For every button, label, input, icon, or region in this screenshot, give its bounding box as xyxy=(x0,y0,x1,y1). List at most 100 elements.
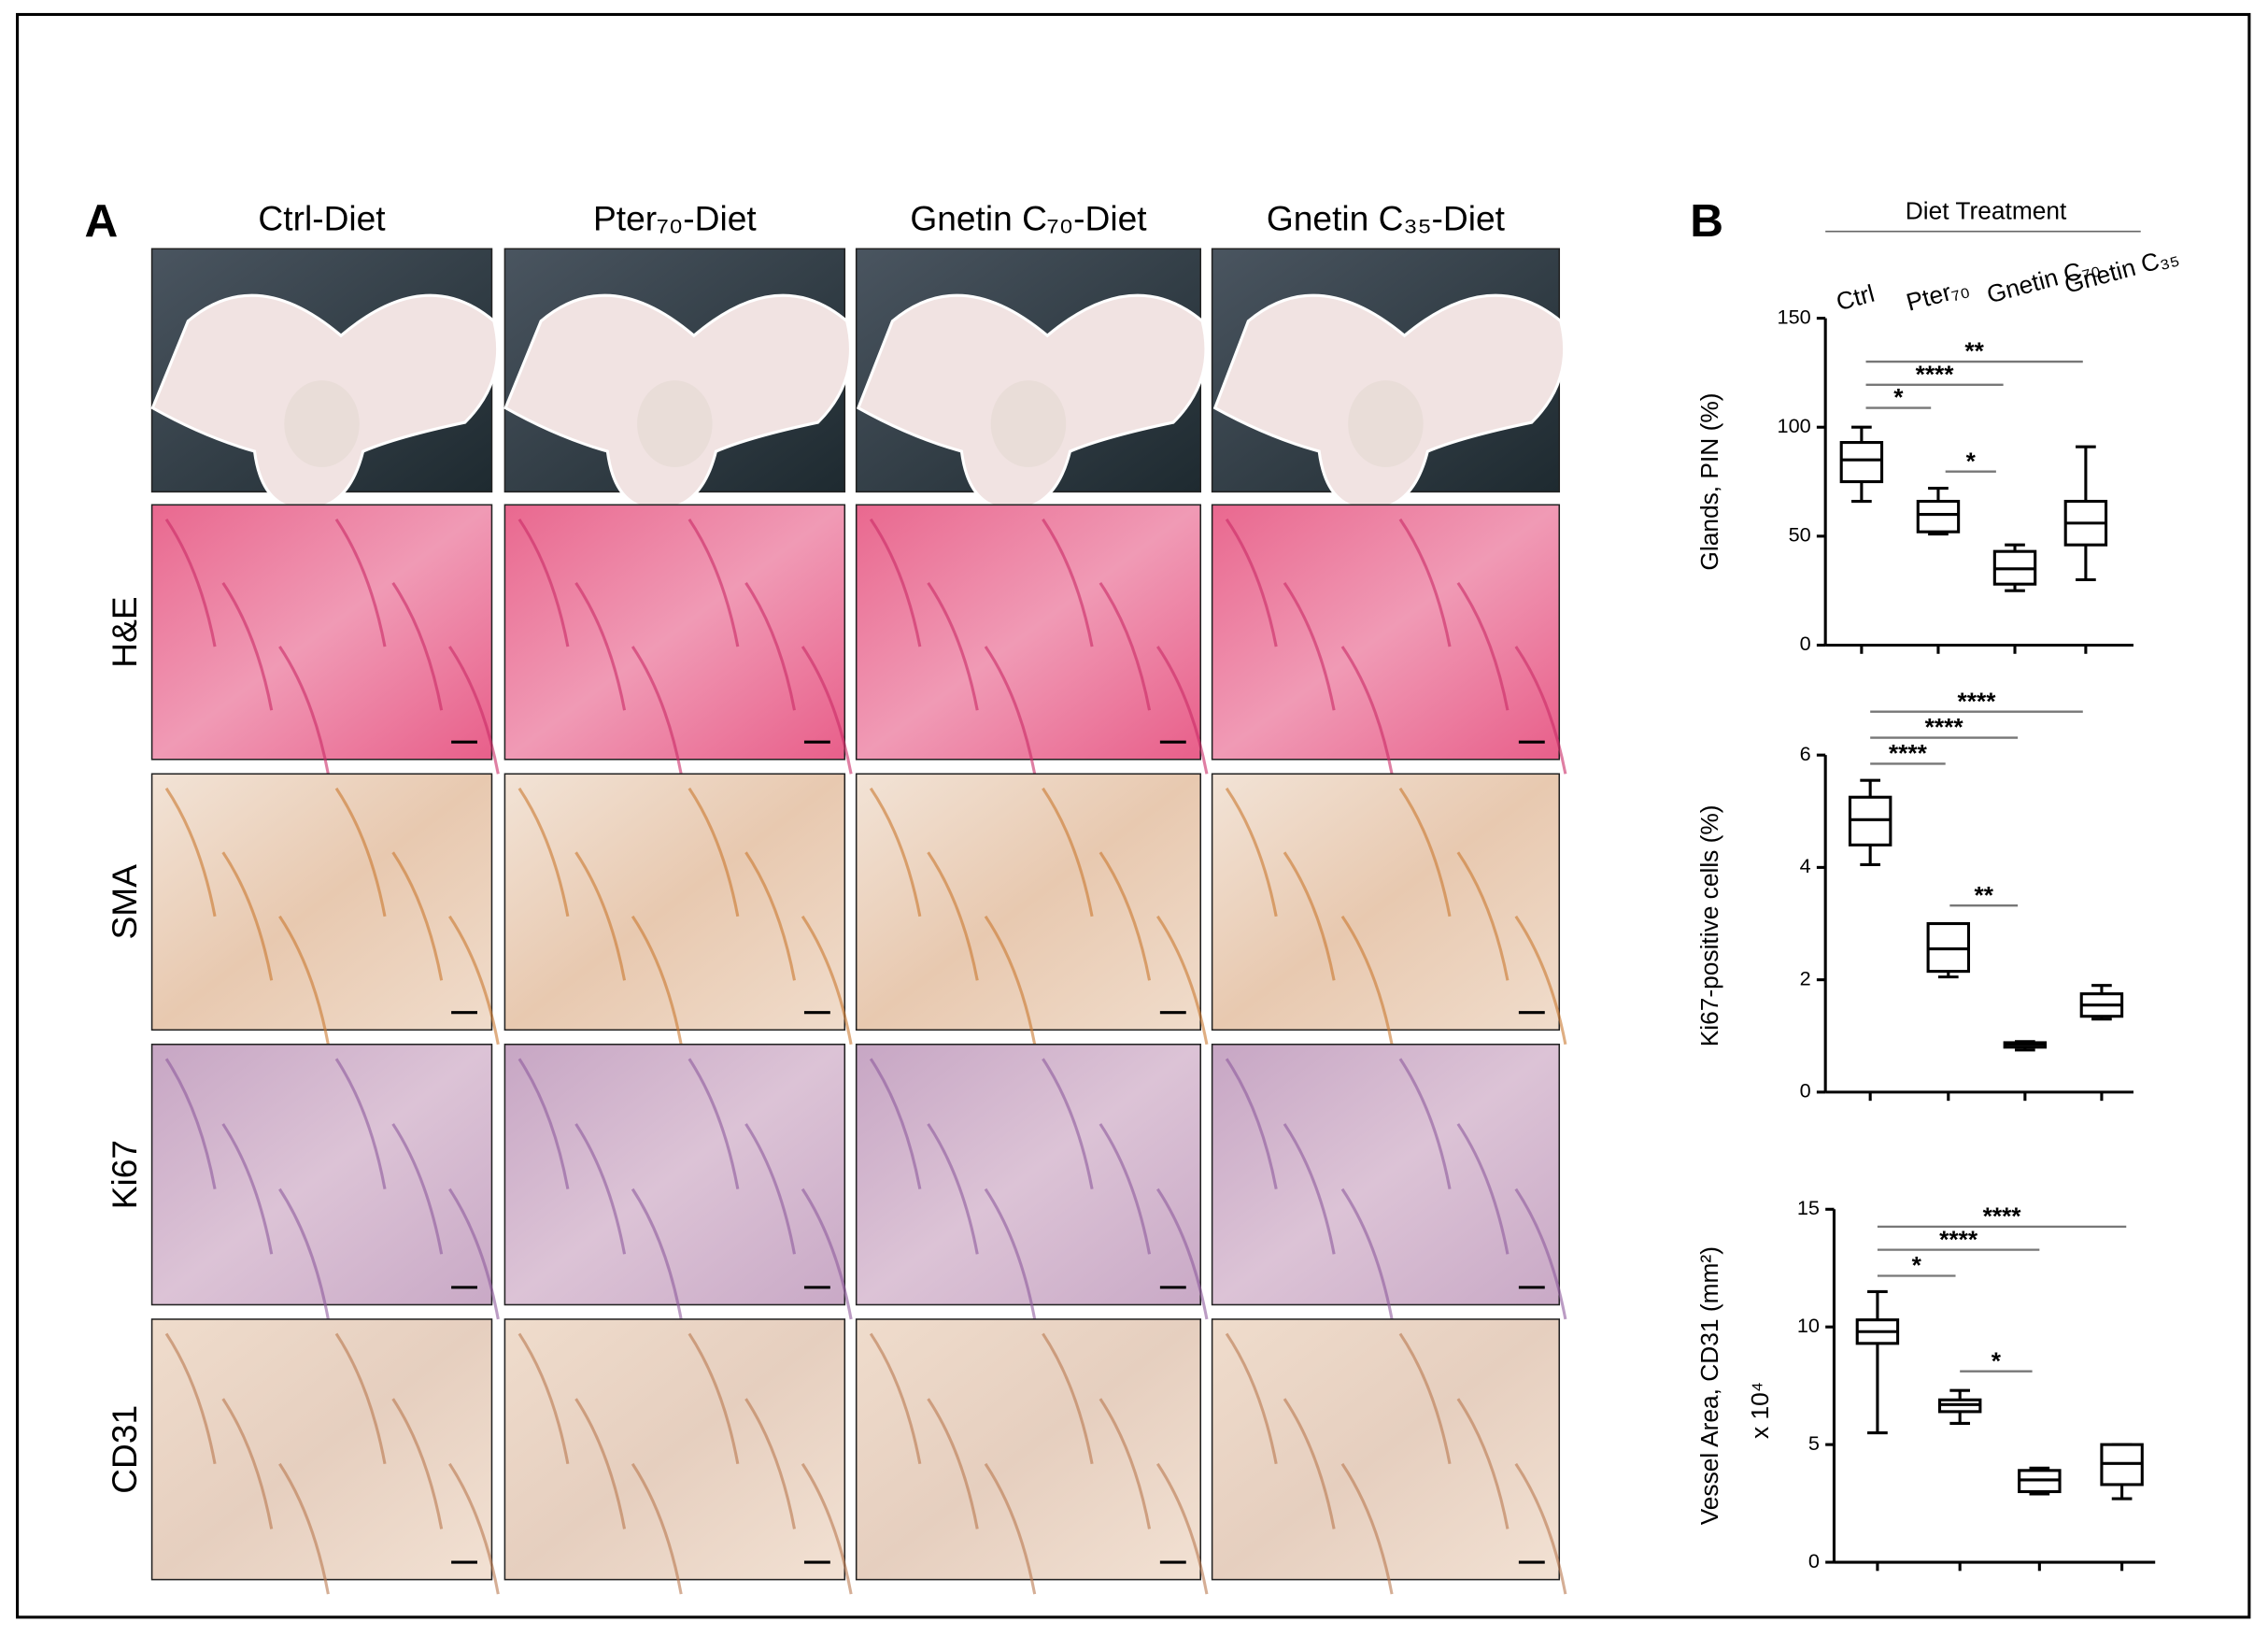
micrograph xyxy=(503,1044,846,1306)
column-header: Gnetin C₇₀-Diet xyxy=(910,199,1147,238)
micrograph xyxy=(855,1044,1202,1306)
x-axis-title: Diet Treatment xyxy=(1906,197,2067,225)
tissue xyxy=(801,1462,853,1595)
tissue xyxy=(1514,1462,1567,1595)
tissue xyxy=(1099,851,1152,981)
tissue xyxy=(631,646,683,775)
y-tick-label: 0 xyxy=(1800,1079,1811,1103)
micrograph xyxy=(1211,1318,1561,1581)
tissue xyxy=(1042,787,1094,918)
column-header: Pter₇₀-Diet xyxy=(593,199,757,238)
tissue xyxy=(927,1398,979,1529)
tissue xyxy=(984,1462,1037,1595)
tissue xyxy=(391,851,444,981)
tissue xyxy=(221,851,274,981)
tissue xyxy=(574,1398,627,1529)
tissue xyxy=(1099,1123,1152,1255)
y-tick-label: 10 xyxy=(1797,1314,1820,1337)
tissue xyxy=(517,1332,570,1465)
specimen-base xyxy=(990,380,1067,468)
y-tick-label: 100 xyxy=(1778,414,1811,437)
significance-label: * xyxy=(1893,383,1904,411)
y-tick-label: 2 xyxy=(1800,966,1811,989)
tissue xyxy=(744,851,796,981)
tissue xyxy=(164,787,217,918)
row-label: CD31 xyxy=(105,1405,144,1494)
tissue xyxy=(517,787,570,918)
tissue xyxy=(1155,1462,1209,1595)
tissue xyxy=(1283,582,1336,711)
tissue xyxy=(221,1123,274,1255)
tissue xyxy=(1042,518,1094,647)
tissue xyxy=(278,1462,330,1595)
tissue xyxy=(1398,787,1452,918)
y-tick-label: 50 xyxy=(1789,523,1811,547)
category-label: Pter₇₀ xyxy=(1904,273,1973,317)
box xyxy=(1839,441,1884,484)
tissue xyxy=(1099,1398,1152,1529)
micrograph xyxy=(1211,504,1561,761)
y-tick-label: 0 xyxy=(1808,1549,1820,1572)
panel-label: B xyxy=(1690,195,1723,247)
frame xyxy=(16,12,2251,1619)
tissue xyxy=(164,1332,217,1465)
y-axis-title: Vessel Area, CD31 (mm²) xyxy=(1695,1246,1723,1525)
tissue xyxy=(869,1058,922,1189)
tissue xyxy=(744,1123,797,1255)
micrographs: Ctrl-Diet Pter₇₀-Diet Gnetin C₇₀-Diet Gneti… xyxy=(105,199,1567,1595)
micrograph xyxy=(1211,1044,1561,1306)
tissue xyxy=(631,915,683,1046)
tissue xyxy=(1225,1332,1278,1465)
tissue xyxy=(1156,646,1209,775)
category-label: Gnetin C₃₅ xyxy=(2062,241,2182,298)
tissue xyxy=(517,518,570,647)
tissue xyxy=(1340,1188,1394,1320)
tissue xyxy=(1340,1462,1394,1595)
micrograph xyxy=(503,773,846,1031)
tissue xyxy=(574,851,627,981)
tissue xyxy=(869,787,922,918)
y-tick-label: 0 xyxy=(1800,632,1811,655)
tissue xyxy=(631,1188,683,1320)
panel-label: A xyxy=(85,195,119,247)
y-axis-title: Glands, PIN (%) xyxy=(1695,393,1723,571)
tissue xyxy=(1398,518,1452,647)
tissue xyxy=(574,582,627,711)
tissue xyxy=(631,1462,683,1595)
y-tick-label: 6 xyxy=(1800,742,1811,765)
tissue xyxy=(1514,646,1567,775)
tissue xyxy=(334,787,387,918)
y-tick-label: 150 xyxy=(1778,305,1811,328)
tissue xyxy=(391,1398,444,1529)
significance-label: ** xyxy=(1964,337,1984,365)
tissue xyxy=(687,787,740,918)
tissue xyxy=(1456,582,1510,711)
tissue xyxy=(334,1332,387,1465)
significance-label: **** xyxy=(1925,713,1964,741)
micrograph xyxy=(150,504,493,761)
y-tick-label: 15 xyxy=(1797,1196,1820,1219)
micrograph xyxy=(150,1044,493,1306)
y-tick-label: 4 xyxy=(1800,854,1811,877)
tissue xyxy=(1398,1332,1452,1465)
tissue xyxy=(448,915,500,1046)
tissue xyxy=(984,646,1037,775)
tissue xyxy=(801,915,853,1046)
micrograph xyxy=(150,773,493,1031)
tissue xyxy=(984,915,1037,1046)
significance-label: **** xyxy=(1889,739,1928,767)
tissue xyxy=(687,518,740,647)
micrograph xyxy=(855,504,1202,761)
tissue xyxy=(391,1123,444,1255)
row-label: H&E xyxy=(105,596,144,667)
significance-label: **** xyxy=(1957,687,1996,715)
tissue xyxy=(801,646,853,775)
tissue xyxy=(1340,915,1394,1046)
tissue xyxy=(1099,582,1152,711)
tissue xyxy=(164,1058,217,1189)
tissue xyxy=(1514,915,1567,1046)
micrograph xyxy=(150,1318,493,1581)
micrograph xyxy=(503,1318,846,1581)
tissue xyxy=(1456,1123,1510,1255)
